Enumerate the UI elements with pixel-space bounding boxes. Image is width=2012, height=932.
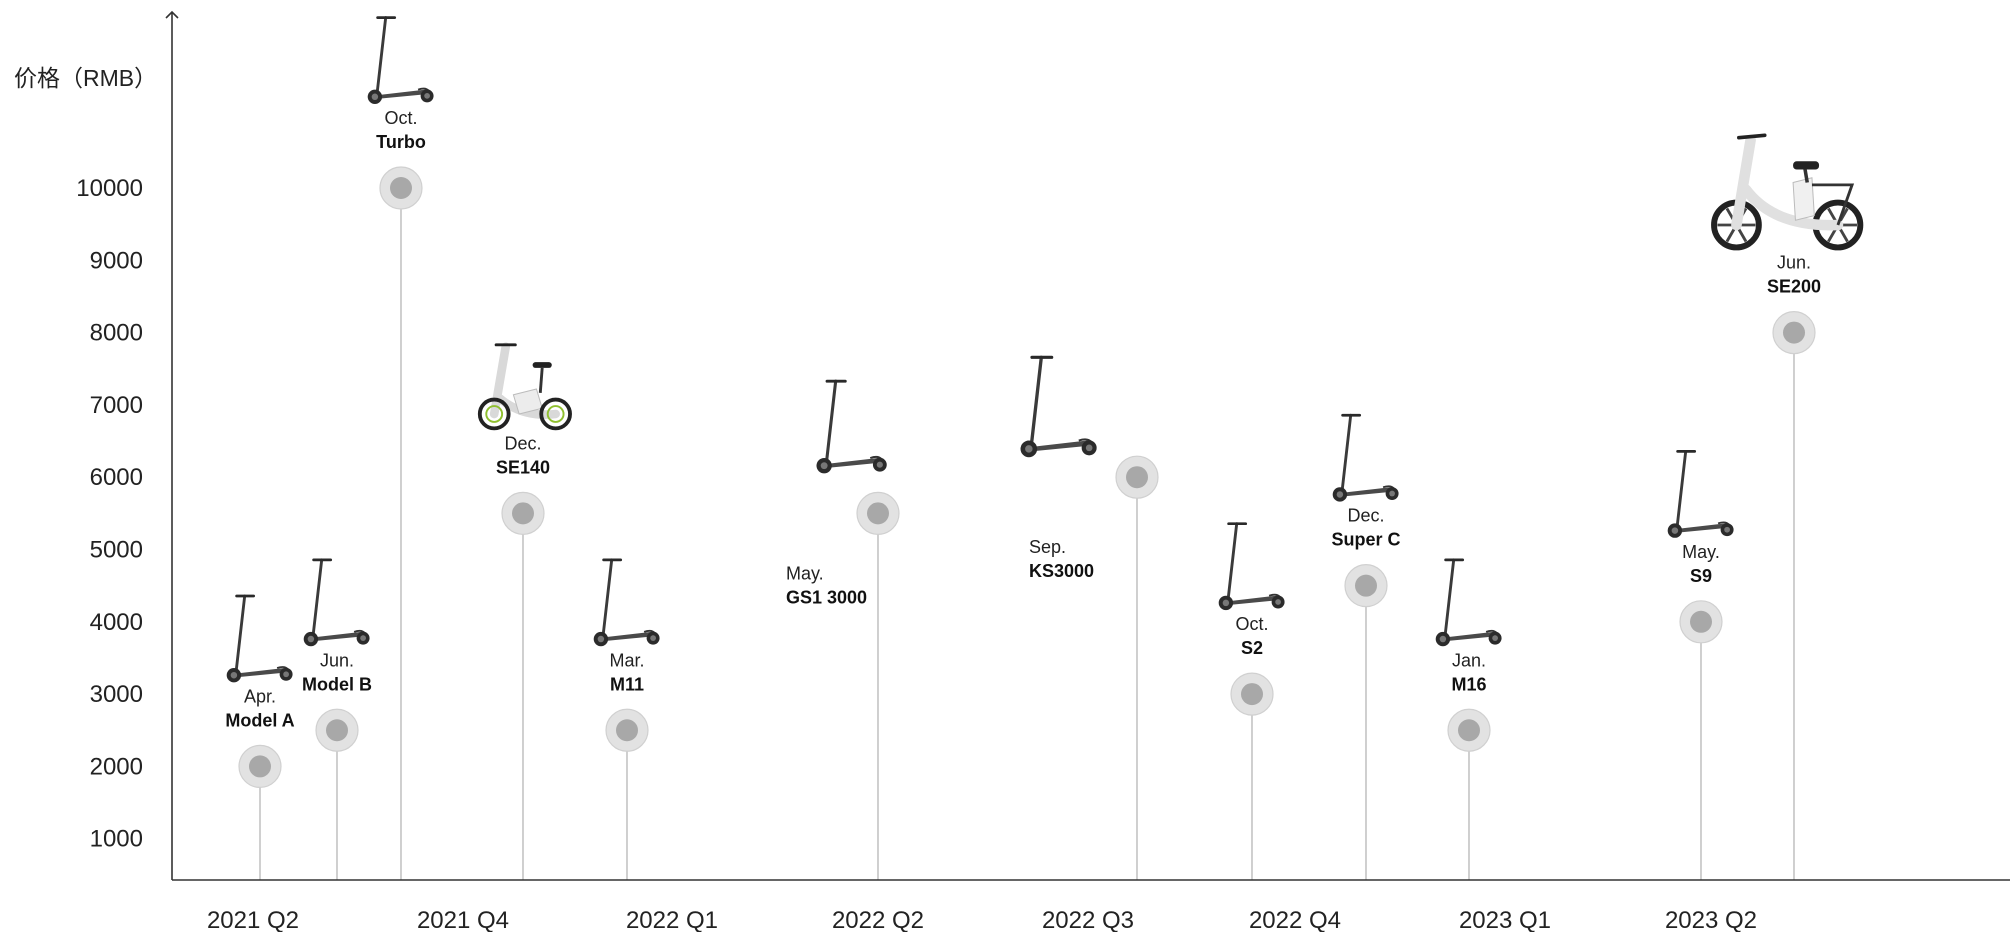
- product-point: May. S9: [1667, 449, 1734, 644]
- y-axis-label: 价格（RMB）: [14, 65, 157, 91]
- scooter-icon: [1020, 355, 1097, 458]
- y-tick-label: 9000: [90, 247, 143, 274]
- stems-layer: [259, 188, 1795, 880]
- release-month-label: Dec.: [504, 433, 541, 453]
- scooter-icon: [1667, 449, 1734, 538]
- release-month-label: Mar.: [609, 650, 644, 670]
- model-name-label: S2: [1241, 638, 1263, 658]
- price-marker-core: [1241, 683, 1263, 706]
- model-name-label: SE140: [496, 457, 550, 477]
- product-point: Dec. SE140: [477, 342, 572, 535]
- ebike-icon: [1711, 133, 1864, 251]
- y-tick-label: 8000: [90, 320, 143, 347]
- y-tick-label: 3000: [90, 681, 143, 708]
- x-tick-label: 2023 Q2: [1665, 907, 1757, 932]
- y-tick-label: 6000: [90, 464, 143, 491]
- y-tick-label: 7000: [90, 392, 143, 419]
- price-marker-core: [616, 719, 638, 742]
- model-name-label: SE200: [1767, 277, 1821, 297]
- product-point: Apr. Model A: [225, 594, 295, 789]
- price-marker-core: [390, 177, 412, 199]
- product-point: Mar. M11: [593, 558, 660, 752]
- price-marker-core: [1355, 574, 1377, 597]
- x-tick-label: 2022 Q4: [1249, 907, 1341, 932]
- release-month-label: Jun.: [1777, 253, 1811, 273]
- model-name-label: M16: [1451, 674, 1486, 694]
- product-point: Sep. KS3000: [1020, 355, 1159, 581]
- x-tick-label: 2022 Q2: [832, 907, 924, 932]
- x-tick-label: 2021 Q2: [207, 907, 299, 932]
- price-marker-core: [1690, 610, 1712, 633]
- scooter-icon: [1435, 558, 1502, 647]
- x-tick-labels: 2021 Q2 2021 Q4 2022 Q1 2022 Q2 2022 Q3 2022 …: [207, 907, 1757, 932]
- product-point: Jun. Model B: [302, 558, 372, 752]
- release-month-label: May.: [786, 563, 824, 583]
- y-tick-labels: 1000 2000 3000 4000 5000 6000 7000 8000 9000 1000…: [76, 175, 143, 853]
- release-month-label: Dec.: [1347, 506, 1384, 526]
- release-month-label: Jun.: [320, 650, 354, 670]
- x-tick-label: 2021 Q4: [417, 907, 509, 932]
- model-name-label: M11: [610, 674, 644, 694]
- scooter-icon: [816, 379, 887, 474]
- scooter-icon: [1218, 522, 1285, 611]
- price-marker-core: [1458, 719, 1480, 742]
- product-point: Oct. S2: [1218, 522, 1285, 716]
- x-tick-label: 2022 Q3: [1042, 907, 1134, 932]
- product-point: May. GS1 3000: [786, 379, 900, 607]
- release-month-label: Sep.: [1029, 537, 1066, 557]
- price-marker-core: [249, 755, 271, 778]
- release-month-label: May.: [1682, 542, 1720, 562]
- price-marker-core: [512, 502, 534, 525]
- price-marker-core: [1126, 466, 1148, 489]
- model-name-label: Model A: [225, 710, 294, 730]
- release-month-label: Apr.: [244, 686, 276, 706]
- scooter-icon: [1332, 413, 1399, 502]
- scooter-icon: [226, 594, 293, 683]
- ebike-icon: [477, 342, 572, 431]
- y-tick-label: 10000: [76, 175, 143, 202]
- price-marker-core: [326, 719, 348, 742]
- model-name-label: KS3000: [1029, 561, 1094, 581]
- release-month-label: Oct.: [1235, 614, 1268, 634]
- product-point: Dec. Super C: [1331, 413, 1401, 608]
- model-name-label: Turbo: [376, 132, 426, 152]
- y-tick-label: 1000: [90, 826, 143, 853]
- scooter-icon: [593, 558, 660, 647]
- price-marker-core: [1783, 321, 1805, 344]
- model-name-label: Super C: [1331, 530, 1400, 550]
- x-tick-label: 2023 Q1: [1459, 907, 1551, 932]
- product-point: Jan. M16: [1435, 558, 1502, 752]
- axes-layer: 价格（RMB）: [14, 10, 2010, 881]
- model-name-label: GS1 3000: [786, 587, 867, 607]
- y-tick-label: 5000: [90, 537, 143, 564]
- release-month-label: Jan.: [1452, 650, 1486, 670]
- scooter-icon: [303, 558, 370, 647]
- price-marker-core: [867, 502, 889, 525]
- model-name-label: Model B: [302, 674, 372, 694]
- y-tick-label: 4000: [90, 609, 143, 636]
- product-point: Oct. Turbo: [367, 16, 434, 210]
- product-point: Jun. SE200: [1711, 133, 1864, 355]
- x-tick-label: 2022 Q1: [626, 907, 718, 932]
- scooter-icon: [367, 16, 434, 105]
- y-tick-label: 2000: [90, 753, 143, 780]
- release-month-label: Oct.: [384, 108, 417, 128]
- products-layer: Apr. Model A Jun. Model B Oct. Turbo Dec. SE140…: [225, 16, 1864, 789]
- model-name-label: S9: [1690, 566, 1712, 586]
